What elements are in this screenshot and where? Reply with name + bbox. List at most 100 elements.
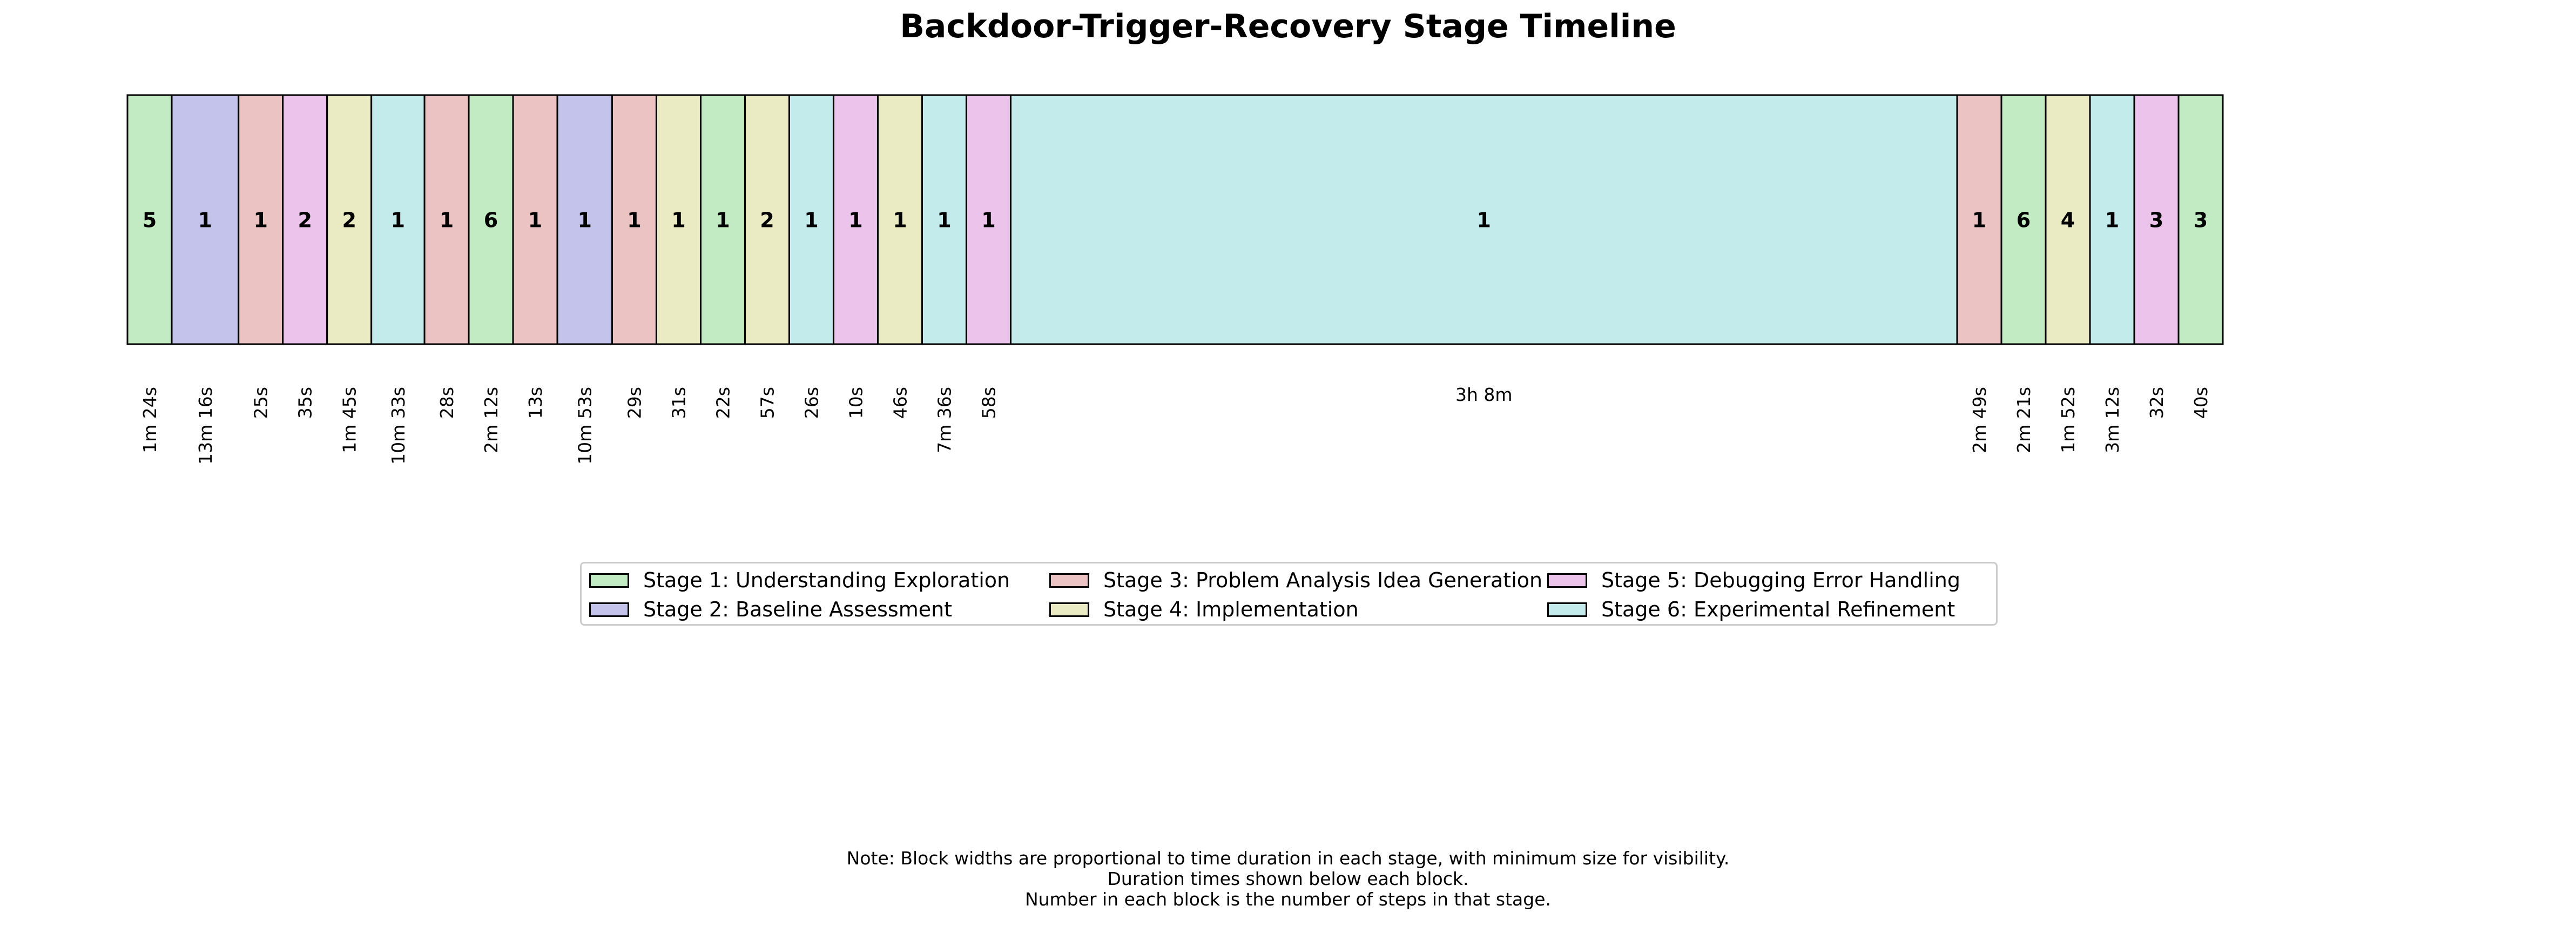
legend-item-stage-5: Stage 5: Debugging Error Handling (1547, 566, 1960, 595)
legend: Stage 1: Understanding Exploration Stage … (580, 562, 1998, 626)
stage-block (1956, 94, 2002, 345)
block-duration-label: 57s (757, 387, 778, 419)
stage-block (370, 94, 426, 345)
block-duration-label: 32s (2146, 387, 2167, 419)
block-step-count: 1 (981, 209, 995, 232)
stage-block (788, 94, 834, 345)
block-step-count: 1 (937, 209, 951, 232)
legend-item-stage-1: Stage 1: Understanding Exploration (589, 566, 1010, 595)
block-step-count: 1 (1972, 209, 1986, 232)
block-step-count: 1 (578, 209, 592, 232)
block-step-count: 1 (440, 209, 454, 232)
block-step-count: 1 (671, 209, 685, 232)
block-step-count: 1 (2105, 209, 2119, 232)
block-step-count: 5 (143, 209, 157, 232)
legend-swatch (1049, 602, 1089, 617)
block-step-count: 1 (528, 209, 542, 232)
block-duration-label: 2m 49s (1969, 387, 1990, 453)
block-step-count: 6 (484, 209, 498, 232)
stage-block (171, 94, 240, 345)
block-duration-label: 31s (668, 387, 689, 419)
chart-notes: Note: Block widths are proportional to t… (0, 848, 2576, 910)
block-duration-label: 1m 24s (139, 387, 160, 453)
legend-swatch (1547, 573, 1587, 588)
block-step-count: 6 (2017, 209, 2031, 232)
stage-block (326, 94, 373, 345)
legend-label: Stage 1: Understanding Exploration (643, 568, 1010, 592)
block-duration-label: 22s (712, 387, 733, 419)
block-step-count: 1 (198, 209, 212, 232)
chart-title: Backdoor-Trigger-Recovery Stage Timeline (900, 8, 1676, 45)
timeline-chart: 5 1m 24s 1 13m 16s 1 25s 2 35s 2 1m 45s 1 10m 33s 1 2… (126, 94, 2224, 465)
block-duration-label: 58s (978, 387, 999, 419)
stage-block (2045, 94, 2091, 345)
stage-block (699, 94, 746, 345)
block-duration-label: 25s (251, 387, 272, 419)
block-duration-label: 13s (525, 387, 546, 419)
legend-swatch (1049, 573, 1089, 588)
note-line-1: Note: Block widths are proportional to t… (846, 848, 1730, 869)
block-duration-label: 28s (436, 387, 457, 419)
block-step-count: 1 (893, 209, 907, 232)
block-duration-label: 3m 12s (2102, 387, 2123, 453)
block-step-count: 1 (848, 209, 862, 232)
block-step-count: 1 (1477, 209, 1491, 232)
stage-block (512, 94, 558, 345)
legend-item-stage-6: Stage 6: Experimental Refinement (1547, 595, 1955, 624)
stage-block (2133, 94, 2180, 345)
legend-item-stage-4: Stage 4: Implementation (1049, 595, 1359, 624)
block-step-count: 3 (2149, 209, 2163, 232)
legend-label: Stage 3: Problem Analysis Idea Generatio… (1103, 568, 1543, 592)
block-step-count: 2 (760, 209, 774, 232)
stage-block (126, 94, 173, 345)
legend-item-stage-2: Stage 2: Baseline Assessment (589, 595, 952, 624)
stage-block (2177, 94, 2224, 345)
legend-swatch (1547, 602, 1587, 617)
block-step-count: 1 (627, 209, 641, 232)
legend-swatch (589, 573, 629, 588)
block-duration-label: 7m 36s (934, 387, 955, 453)
stage-block (832, 94, 879, 345)
block-duration-label: 40s (2190, 387, 2211, 419)
block-step-count: 3 (2194, 209, 2208, 232)
legend-label: Stage 4: Implementation (1103, 598, 1359, 621)
block-step-count: 2 (298, 209, 312, 232)
block-duration-label: 1m 52s (2058, 387, 2079, 453)
legend-item-stage-3: Stage 3: Problem Analysis Idea Generatio… (1049, 566, 1542, 595)
block-duration-label: 29s (624, 387, 645, 419)
stage-block (1009, 94, 1958, 345)
note-line-2: Duration times shown below each block. (1107, 868, 1469, 889)
block-duration-label: 2m 12s (481, 387, 502, 453)
block-duration-label: 2m 21s (2013, 387, 2034, 453)
stage-block (611, 94, 657, 345)
block-step-count: 1 (804, 209, 818, 232)
block-step-count: 2 (342, 209, 356, 232)
stage-block (282, 94, 328, 345)
stage-block (744, 94, 790, 345)
stage-block (921, 94, 967, 345)
legend-swatch (589, 602, 629, 617)
stage-block (468, 94, 514, 345)
legend-label: Stage 2: Baseline Assessment (643, 598, 953, 621)
legend-label: Stage 5: Debugging Error Handling (1601, 568, 1960, 592)
stage-block (556, 94, 613, 345)
block-step-count: 1 (253, 209, 267, 232)
legend-label: Stage 6: Experimental Refinement (1601, 598, 1955, 621)
block-step-count: 1 (716, 209, 730, 232)
block-step-count: 1 (391, 209, 405, 232)
stage-block (2000, 94, 2047, 345)
block-duration-label: 1m 45s (339, 387, 360, 453)
block-duration-label: 10m 53s (575, 387, 596, 465)
block-step-count: 4 (2061, 209, 2075, 232)
block-duration-label: 26s (801, 387, 822, 419)
block-duration-label: 35s (295, 387, 316, 419)
stage-block (655, 94, 702, 345)
stage-block (2089, 94, 2135, 345)
block-duration-label: 10s (845, 387, 866, 419)
stage-block (876, 94, 923, 345)
block-duration-label: 3h 8m (1455, 384, 1513, 405)
note-line-3: Number in each block is the number of st… (1024, 889, 1552, 910)
block-duration-label: 46s (889, 387, 911, 419)
block-duration-label: 13m 16s (195, 387, 216, 465)
stage-block (965, 94, 1011, 345)
